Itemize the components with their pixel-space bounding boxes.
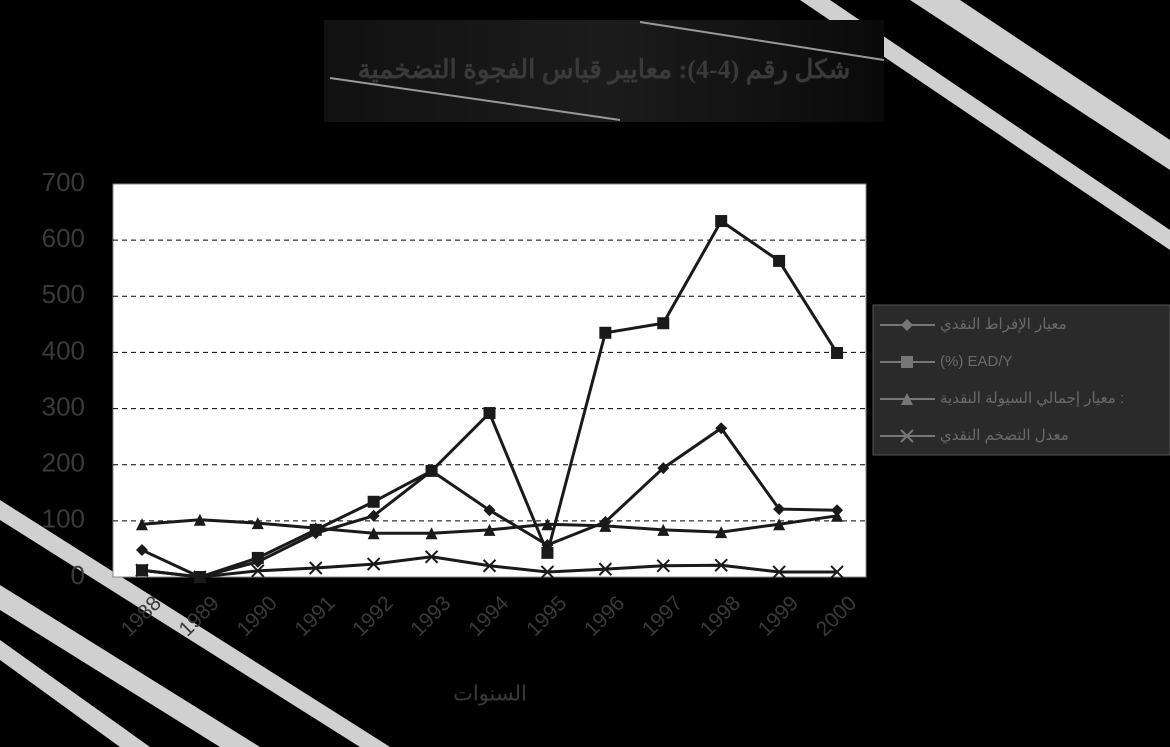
x-axis-title: السنوات: [453, 683, 527, 706]
point-marker: [251, 517, 264, 530]
point-marker: [715, 422, 728, 435]
y-tick-label: 600: [42, 223, 85, 253]
title-box: [324, 20, 884, 122]
point-marker: [773, 254, 786, 267]
legend-marker: [901, 356, 913, 368]
point-marker: [309, 522, 322, 535]
point-marker: [541, 518, 554, 531]
legend-label: معدل التضخم النقدي: [940, 427, 1069, 445]
point-marker: [657, 317, 670, 330]
point-marker: [193, 513, 206, 526]
x-tick-label: 1997: [638, 592, 687, 641]
x-tick-label: 1992: [348, 592, 397, 641]
point-marker: [193, 570, 207, 584]
legend-label: (%) EAD/Y: [940, 353, 1013, 370]
point-marker: [599, 326, 612, 339]
point-marker: [599, 519, 612, 532]
point-marker: [831, 346, 844, 359]
y-tick-label: 500: [42, 279, 85, 309]
point-marker: [657, 462, 670, 475]
x-tick-label: 1990: [232, 592, 281, 641]
point-marker: [135, 544, 148, 557]
point-marker: [425, 527, 438, 540]
point-marker: [773, 503, 786, 516]
legend-marker: [901, 319, 913, 331]
point-marker: [135, 518, 148, 531]
x-tick-label: 1999: [754, 592, 803, 641]
x-tick-label: 1991: [290, 592, 339, 641]
point-marker: [367, 495, 380, 508]
point-marker: [831, 509, 844, 522]
point-marker: [366, 557, 381, 571]
point-marker: [309, 561, 323, 575]
point-marker: [715, 215, 728, 228]
point-marker: [483, 407, 496, 420]
point-marker: [425, 464, 438, 477]
y-tick-label: 200: [42, 448, 85, 478]
point-marker: [483, 523, 496, 536]
point-marker: [657, 523, 670, 536]
point-marker: [830, 565, 844, 579]
decor-line: [639, 21, 885, 61]
point-marker: [483, 504, 496, 517]
y-tick-label: 400: [42, 335, 85, 365]
legend-label: معيار إجمالي السيولة النقدية :: [940, 390, 1124, 408]
point-marker: [598, 562, 613, 576]
x-tick-label: 1998: [696, 592, 745, 641]
point-marker: [656, 559, 670, 573]
point-marker: [772, 565, 786, 579]
x-tick-label: 2000: [812, 592, 861, 641]
point-marker: [540, 565, 555, 579]
y-tick-label: 700: [42, 167, 85, 197]
point-marker: [135, 563, 149, 577]
y-tick-label: 300: [42, 391, 85, 421]
x-tick-label: 1995: [522, 592, 571, 641]
point-marker: [482, 559, 497, 573]
decor-line: [329, 77, 621, 121]
y-tick-label: 100: [42, 504, 85, 534]
y-tick-label: 0: [71, 560, 85, 590]
point-marker: [367, 509, 380, 522]
point-marker: [367, 527, 380, 540]
x-tick-label: 1993: [406, 592, 455, 641]
point-marker: [251, 564, 265, 578]
legend-marker: [901, 393, 913, 405]
point-marker: [773, 518, 786, 531]
point-marker: [715, 526, 728, 539]
point-marker: [541, 546, 554, 559]
point-marker: [424, 550, 439, 564]
chart-title: شكل رقم (4-4): معايير قياس الفجوة التضخم…: [358, 55, 851, 85]
legend-label: معيار الإفراط النقدي: [940, 316, 1067, 334]
x-tick-label: 1994: [464, 591, 514, 641]
point-marker: [714, 558, 728, 572]
legend: [872, 304, 1170, 456]
x-tick-label: 1996: [580, 592, 629, 641]
point-marker: [251, 551, 264, 564]
legend-marker: [900, 429, 914, 443]
